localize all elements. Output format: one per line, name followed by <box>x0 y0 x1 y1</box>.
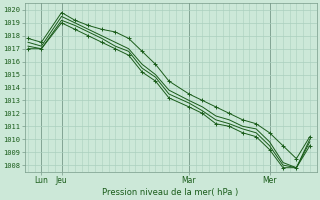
X-axis label: Pression niveau de la mer( hPa ): Pression niveau de la mer( hPa ) <box>102 188 239 197</box>
